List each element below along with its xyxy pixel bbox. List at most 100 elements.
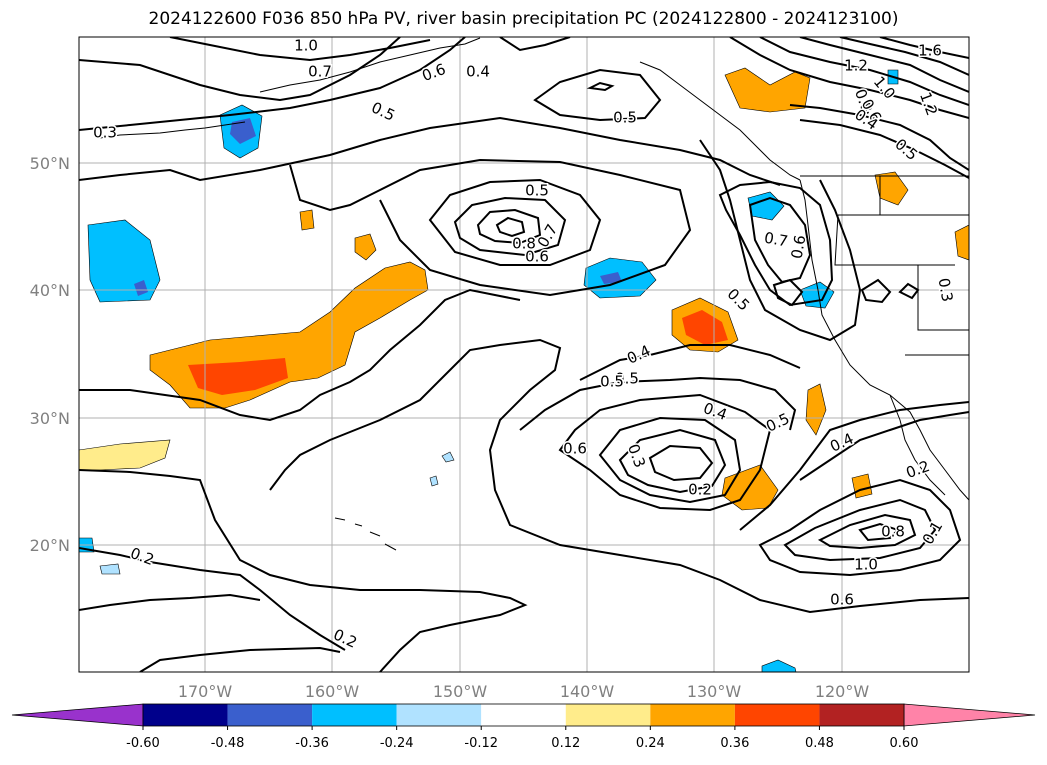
strong-positive-core xyxy=(682,310,728,345)
map-panel: 1.00.7 0.6 0.40.50.30.50.50.80.70.60.51.21… xyxy=(79,37,969,672)
contour-label: 0.6 xyxy=(563,440,587,458)
pv-contour xyxy=(79,37,401,102)
pv-contour xyxy=(739,401,969,531)
colorbar-extend-low xyxy=(11,703,144,727)
contour-label: 0.3 xyxy=(93,124,117,142)
positive-anomaly-spot xyxy=(354,233,377,261)
colorbar-tick-label: 0.36 xyxy=(720,736,749,751)
contour-label: 0.2 xyxy=(688,481,712,499)
pv-contour xyxy=(79,593,261,611)
lat-label-20n: 20°N xyxy=(30,536,70,555)
colorbar-tick-label: -0.24 xyxy=(380,736,414,751)
pv-contour xyxy=(79,288,521,422)
pv-contour xyxy=(783,498,937,562)
lat-label-40n: 40°N xyxy=(30,281,70,300)
contour-label: 0.4 xyxy=(466,63,490,81)
pv-contour xyxy=(558,393,772,512)
colorbar-segment xyxy=(565,704,651,726)
us-west-coastline xyxy=(799,179,969,501)
colorbar-tick-label: 0.48 xyxy=(805,736,834,751)
colorbar-segment xyxy=(650,704,735,726)
colorbar-segment xyxy=(396,704,482,726)
pv-contour xyxy=(799,119,969,179)
negative-anomaly-spot xyxy=(761,659,797,672)
contour-label: 0.8 xyxy=(512,235,536,253)
pv-contour xyxy=(799,411,969,481)
pv-contour xyxy=(817,513,917,550)
alaska-panhandle xyxy=(639,61,801,181)
longitude-labels: 170°W 160°W 150°W 140°W 130°W 120°W xyxy=(178,682,870,701)
pv-contour xyxy=(759,37,969,106)
map-title: 2024122600 F036 850 hPa PV, river basin … xyxy=(148,9,899,29)
colorbar-segment xyxy=(227,704,313,726)
pv-contour xyxy=(495,216,526,238)
colorbar-frame xyxy=(142,703,905,727)
pv-contour xyxy=(169,37,431,62)
lon-label-170w: 170°W xyxy=(178,682,233,701)
latitude-labels: 50°N 40°N 30°N 20°N xyxy=(30,154,70,555)
colorbar-segment xyxy=(734,704,820,726)
contour-label: 0.5 xyxy=(615,370,639,388)
pv-contour xyxy=(839,37,969,76)
pv-contour xyxy=(758,478,962,577)
pv-contour xyxy=(860,278,892,304)
strong-negative-core xyxy=(134,280,148,296)
precipitation-fills xyxy=(79,67,969,672)
colorbar-segment xyxy=(819,704,904,726)
contour-label: 1.0 xyxy=(854,556,878,574)
colorbar-tick-label: -0.12 xyxy=(464,736,498,751)
pv-contour xyxy=(289,158,692,297)
strong-negative-core xyxy=(230,118,256,144)
pv-contour xyxy=(269,338,969,614)
pv-contour xyxy=(453,196,567,257)
pv-contour xyxy=(772,278,804,307)
colorbar-tick-label: 0.60 xyxy=(890,736,919,751)
pv-contour xyxy=(799,37,969,93)
strong-negative-core xyxy=(600,272,622,284)
pv-contour xyxy=(858,522,900,542)
pv-contour xyxy=(699,139,862,342)
pv-contour xyxy=(618,428,727,494)
contour-label: 0.5 xyxy=(525,182,549,200)
contour-label: 1.2 xyxy=(844,57,868,75)
contour-label: 0.5 xyxy=(613,109,637,127)
contour-label: 0.8 xyxy=(881,523,905,541)
lon-label-130w: 130°W xyxy=(687,682,742,701)
positive-anomaly-spot xyxy=(851,473,873,499)
pv-contour xyxy=(718,180,834,307)
contour-label: 1.0 xyxy=(294,37,318,55)
pv-contour xyxy=(748,196,812,284)
colorbar: -0.60 -0.48 -0.36 -0.24 -0.12 0.12 0.24 0.36 0.4… xyxy=(11,703,1036,751)
colorbar-segment xyxy=(481,704,566,726)
pv-contour xyxy=(519,376,797,431)
pv-contour xyxy=(789,104,969,171)
colorbar-segment xyxy=(312,704,397,726)
contour-label: 0.6 xyxy=(830,591,854,609)
pv-contour xyxy=(428,178,602,266)
pv-contour xyxy=(79,469,528,672)
pv-contour xyxy=(586,81,615,92)
state-borders xyxy=(834,176,969,356)
positive-anomaly-bc xyxy=(724,67,811,113)
colorbar-tick-label: -0.60 xyxy=(126,736,160,751)
contour-label: 0.5 xyxy=(600,373,624,391)
pv-contour xyxy=(139,646,341,672)
negative-anomaly-spot xyxy=(99,563,121,575)
pv-contour xyxy=(533,68,662,122)
pv-contour xyxy=(579,344,801,381)
baja-california xyxy=(889,394,946,496)
contour-label: 1.6 xyxy=(918,42,942,60)
colorbar-tick-label: 0.12 xyxy=(551,736,580,751)
lon-label-120w: 120°W xyxy=(815,682,870,701)
pv-contour xyxy=(476,208,542,245)
positive-anomaly-spot xyxy=(954,224,969,261)
negative-anomaly-spot xyxy=(441,451,455,463)
hawaiian-islands xyxy=(334,517,397,551)
pv-contour xyxy=(499,37,571,52)
pv-contour xyxy=(879,37,969,59)
aleutian-islands xyxy=(99,121,246,139)
pv-contour xyxy=(898,282,920,300)
lon-label-160w: 160°W xyxy=(305,682,360,701)
lat-label-50n: 50°N xyxy=(30,154,70,173)
